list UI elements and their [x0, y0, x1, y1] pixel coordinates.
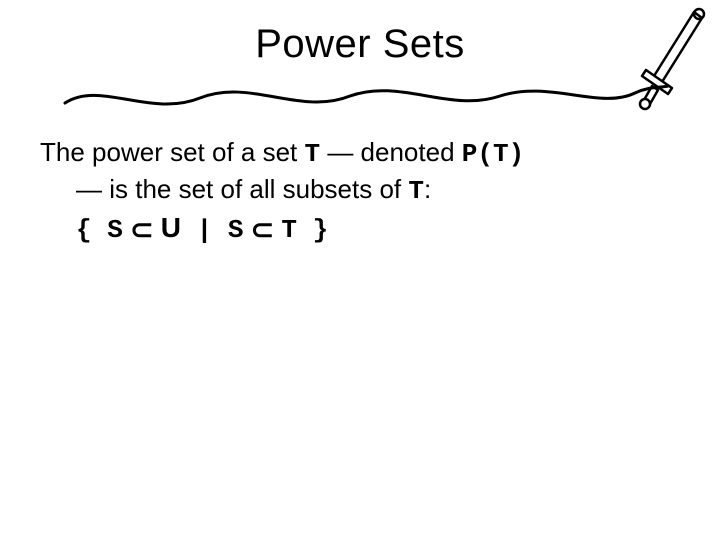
var-PT: P(T) — [462, 139, 524, 169]
text-ofaset: of a set — [205, 137, 305, 167]
slide: Power Sets The power set of a set T — de… — [0, 0, 720, 540]
sp1 — [123, 213, 130, 243]
title-underline — [60, 68, 680, 128]
var-S2: S — [228, 215, 244, 245]
var-T: T — [305, 139, 321, 169]
var-T2: T — [408, 176, 424, 206]
text-denoted: — denoted — [320, 137, 462, 167]
body-text: The power set of a set T — denoted P(T) … — [40, 135, 680, 249]
line-2: — is the set of all subsets of T: — [40, 172, 680, 209]
title-area: Power Sets — [0, 22, 720, 67]
sp2 — [154, 213, 161, 243]
brace-close: } — [297, 215, 328, 245]
sp3 — [243, 213, 250, 243]
subset-icon-2: ⊂ — [251, 214, 274, 245]
text-colon: : — [424, 174, 431, 204]
page-title: Power Sets — [255, 22, 465, 66]
var-T3: T — [281, 215, 297, 245]
text-the: The — [40, 137, 92, 167]
var-S1: S — [107, 215, 123, 245]
line-3: { S ⊂ U | S ⊂ T } — [40, 209, 680, 249]
text-isthesetof: — is the set of all subsets of — [76, 174, 408, 204]
text-powerset: power set — [92, 137, 205, 167]
subset-icon-1: ⊂ — [130, 214, 153, 245]
brace-open: { — [76, 215, 107, 245]
bar: | — [181, 215, 228, 245]
var-U: U — [161, 212, 181, 243]
